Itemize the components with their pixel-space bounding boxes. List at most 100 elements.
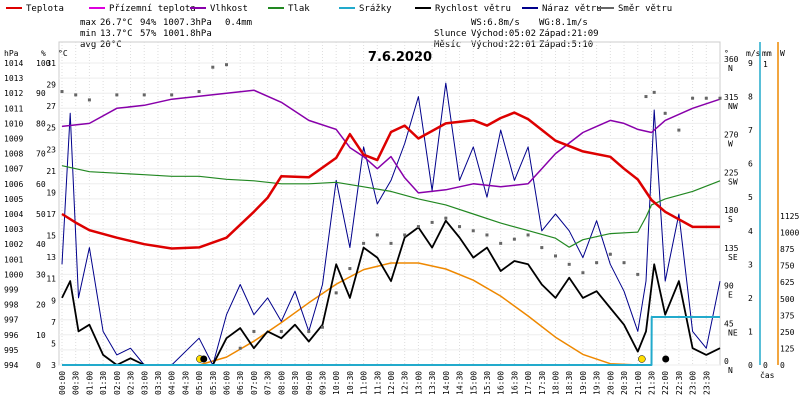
wind-direction-point (644, 95, 648, 99)
x-tick-label: 23:00 (689, 371, 698, 395)
wind-tick-label: 4 (748, 227, 753, 236)
temperature-tick-label: 5 (51, 339, 56, 348)
x-tick-label: 06:30 (236, 371, 245, 395)
x-tick-label: 17:00 (524, 371, 533, 395)
temperature-tick-label: 9 (51, 296, 56, 305)
wind-direction-point (622, 261, 626, 265)
x-tick-label: 08:00 (277, 371, 286, 395)
direction-tick-label: 225 (724, 168, 739, 177)
wind-direction-point (142, 93, 146, 97)
sun-label: Slunce (434, 29, 467, 39)
pressure-tick-label: 1002 (4, 240, 23, 249)
solar-tick-label: 1000 (780, 229, 799, 238)
solar-tick-label: 1125 (780, 212, 799, 221)
moon-set: Západ:5:10 (539, 40, 593, 50)
wind-direction-point (663, 111, 667, 115)
direction-letter: NE (728, 328, 738, 337)
wind-direction-point (115, 93, 119, 97)
wind-direction-point (718, 96, 722, 100)
moon-rise: Východ:22:01 (471, 40, 536, 50)
humidity-tick-label: 100 (36, 59, 51, 68)
wind-tick-label: 1 (748, 327, 753, 336)
pressure-tick-label: 996 (4, 331, 19, 340)
wind-speed-max: WS:6.8m/s (471, 18, 520, 28)
x-tick-label: 14:30 (456, 371, 465, 395)
x-tick-label: 10:00 (332, 371, 341, 395)
wind-direction-point (540, 246, 544, 250)
x-tick-label: 15:00 (469, 371, 478, 395)
wind-direction-point (362, 241, 366, 245)
x-tick-label: 07:30 (264, 371, 273, 395)
pressure-tick-label: 998 (4, 301, 19, 310)
wind-direction-point (252, 329, 256, 333)
rain-axis-unit: mm (762, 49, 772, 58)
wind-axis-unit: m/s (746, 49, 761, 58)
direction-letter: S (728, 215, 733, 224)
pressure-tick-label: 994 (4, 361, 19, 370)
pressure-line (61, 165, 721, 248)
x-tick-label: 13:00 (414, 371, 423, 395)
pressure-tick-label: 997 (4, 316, 19, 325)
wind-gust-max: WG:8.1m/s (539, 18, 588, 28)
humidity-tick-label: 60 (36, 180, 46, 189)
wind-direction-point (471, 229, 475, 233)
pressure-tick-label: 1003 (4, 225, 23, 234)
x-tick-label: 12:30 (401, 371, 410, 395)
x-tick-label: 10:30 (346, 371, 355, 395)
pressure-tick-label: 1014 (4, 59, 23, 68)
humidity-tick-label: 50 (36, 210, 46, 219)
x-tick-label: 15:30 (483, 371, 492, 395)
legend-label: Srážky (359, 4, 392, 14)
direction-tick-label: 180 (724, 206, 739, 215)
wind-direction-point (87, 98, 91, 102)
solar-line (198, 262, 638, 366)
temperature-tick-label: 31 (46, 59, 56, 68)
x-tick-label: 19:30 (593, 371, 602, 395)
wind-direction-point (677, 128, 681, 132)
temperature-tick-label: 29 (46, 81, 56, 90)
solar-tick-label: 125 (780, 344, 795, 353)
x-tick-label: 12:00 (387, 371, 396, 395)
x-tick-label: 03:00 (140, 371, 149, 395)
pressure-tick-label: 1004 (4, 210, 23, 219)
direction-letter: N (728, 64, 733, 73)
direction-tick-label: 90 (724, 282, 734, 291)
x-tick-label: 14:00 (442, 371, 451, 395)
legend-label: Směr větru (618, 4, 672, 14)
pressure-tick-label: 1008 (4, 150, 23, 159)
stat-label: min (80, 29, 96, 39)
x-tick-label: 20:00 (606, 371, 615, 395)
moonset-marker (200, 355, 208, 363)
wind-direction-point (60, 90, 64, 94)
x-tick-label: 06:00 (223, 371, 232, 395)
wind-direction-point (334, 291, 338, 295)
rain-line (62, 316, 720, 366)
pressure-axis-unit: hPa (4, 49, 19, 58)
humidity-tick-label: 80 (36, 119, 46, 128)
x-tick-label: 11:30 (373, 371, 382, 395)
wind-direction-point (403, 233, 407, 237)
humidity-tick-label: 40 (36, 240, 46, 249)
wind-direction-point (691, 96, 695, 100)
temperature-tick-label: 11 (46, 275, 56, 284)
x-tick-label: 05:00 (195, 371, 204, 395)
wind-direction-point (581, 271, 585, 275)
x-tick-label: 05:30 (209, 371, 218, 395)
pressure-tick-label: 1000 (4, 270, 23, 279)
grid (59, 42, 720, 366)
wind-direction-point (567, 262, 571, 266)
wind-direction-point (225, 63, 228, 67)
direction-letter: E (728, 291, 733, 300)
humidity-tick-label: 70 (36, 150, 46, 159)
pressure-tick-label: 1012 (4, 89, 23, 98)
wind-direction-point (238, 346, 242, 350)
x-tick-label: 04:00 (168, 371, 177, 395)
x-tick-label: 20:30 (620, 371, 629, 395)
wind-direction-point (279, 329, 283, 333)
wind-direction-point (526, 233, 530, 237)
pressure-tick-label: 999 (4, 286, 19, 295)
wind-direction-point (499, 241, 503, 245)
humidity-tick-label: 10 (36, 331, 46, 340)
wind-tick-label: 0 (748, 361, 753, 370)
wind-tick-label: 7 (748, 126, 753, 135)
